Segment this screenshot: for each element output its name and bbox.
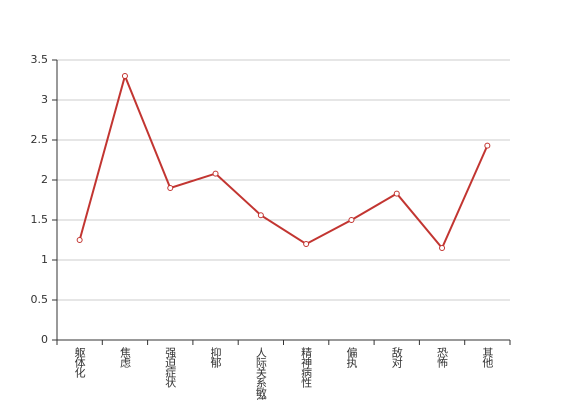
point (167, 185, 174, 191)
y-tick-label: 0 (41, 333, 48, 346)
point (76, 237, 83, 243)
y-tick-label: 1 (41, 253, 48, 266)
x-tick-label: 强迫症状 (164, 347, 177, 388)
point (393, 190, 400, 197)
point (303, 241, 310, 247)
x-tick-label: 恐怖 (436, 347, 449, 368)
x-tick-label: 敌对 (390, 346, 403, 368)
x-tick-label: 人际关系敏感 (254, 347, 267, 400)
point (212, 170, 219, 177)
y-tick-label: 3 (41, 93, 48, 106)
x-tick-label: 精神病性 (300, 347, 313, 389)
point (348, 217, 355, 223)
point (439, 245, 446, 251)
point (484, 142, 491, 149)
point (121, 73, 128, 79)
x-tick-label: 抑郁 (209, 346, 222, 368)
point (257, 212, 264, 219)
x-tick-label: 躯体化 (73, 347, 86, 379)
y-tick-label: 2.5 (31, 133, 49, 146)
y-tick-label: 0.5 (31, 293, 49, 306)
y-tick-label: 3.5 (31, 53, 49, 66)
x-tick-label: 其他 (481, 347, 494, 368)
x-tick-label: 偏执 (345, 346, 358, 369)
y-tick-label: 2 (41, 173, 48, 186)
line (78, 72, 489, 250)
x-tick-label: 焦虑 (118, 347, 131, 368)
y-tick-label: 1.5 (31, 213, 49, 226)
